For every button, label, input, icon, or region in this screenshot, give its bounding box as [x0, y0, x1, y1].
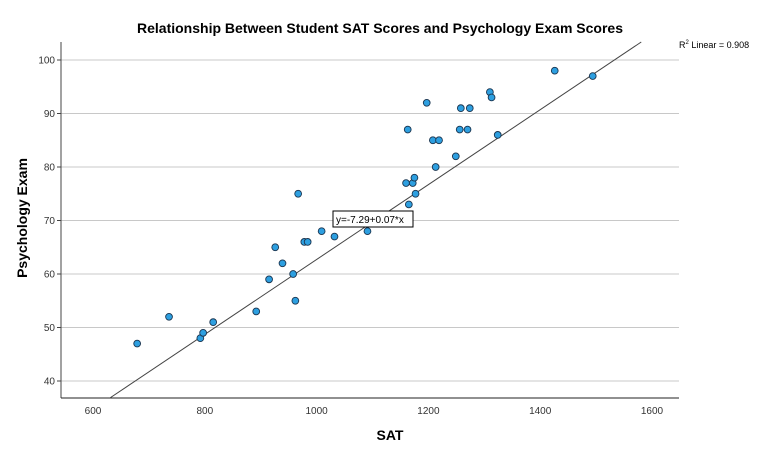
data-point — [294, 189, 303, 198]
y-tick-label: 50 — [44, 323, 56, 334]
r2-value: Linear = 0.908 — [691, 40, 750, 50]
data-point — [465, 104, 474, 113]
tick-labels: 40 50 60 70 80 90 100 600 800 1000 1200 1400 1600 — [38, 56, 663, 418]
data-point — [404, 200, 413, 209]
data-point — [403, 125, 412, 134]
x-tick-label: 600 — [85, 406, 102, 417]
data-point — [291, 296, 300, 305]
data-point — [165, 312, 173, 321]
data-point — [493, 131, 502, 139]
data-point — [278, 259, 287, 268]
gridlines — [61, 59, 679, 382]
data-point — [463, 125, 472, 134]
data-point — [330, 232, 339, 241]
data-point — [456, 104, 465, 113]
y-tick-label: 70 — [44, 216, 56, 227]
data-point — [133, 339, 142, 348]
data-point — [402, 179, 410, 187]
data-point — [451, 152, 460, 161]
y-tick-label: 80 — [44, 163, 56, 174]
equation-text: y=-7.29+0.07*x — [336, 215, 404, 226]
data-points — [133, 66, 597, 348]
data-point — [435, 136, 443, 145]
x-tick-label: 1600 — [641, 406, 664, 417]
equation-label: y=-7.29+0.07*x — [332, 210, 414, 228]
y-tick-label: 100 — [38, 56, 55, 67]
r2-superscript: 2 — [685, 40, 689, 46]
axes — [57, 42, 679, 399]
data-point — [422, 98, 431, 107]
y-tick-label: 90 — [44, 109, 56, 120]
x-tick-label: 1000 — [305, 406, 328, 417]
data-point — [317, 227, 326, 236]
data-point — [271, 243, 280, 252]
data-point — [303, 238, 312, 246]
data-point — [588, 72, 597, 80]
y-tick-label: 60 — [44, 270, 56, 281]
data-point — [209, 318, 218, 327]
x-tick-label: 1200 — [417, 406, 440, 417]
data-point — [265, 275, 273, 284]
data-point — [431, 163, 440, 171]
data-point — [411, 189, 420, 198]
equation-box — [332, 210, 414, 228]
data-point — [410, 173, 419, 182]
x-tick-label: 800 — [196, 406, 213, 417]
x-axis-title: SAT — [376, 427, 404, 443]
data-point — [199, 329, 207, 337]
data-point — [363, 227, 372, 236]
chart-title: Relationship Between Student SAT Scores … — [137, 20, 623, 36]
data-point — [550, 66, 559, 75]
data-point — [289, 270, 297, 278]
y-tick-label: 40 — [44, 377, 56, 388]
r-squared-label: R2 Linear = 0.908 — [679, 40, 749, 50]
x-tick-label: 1400 — [529, 406, 552, 417]
data-point — [252, 307, 261, 316]
r2-prefix: R — [679, 40, 686, 50]
data-point — [487, 93, 496, 102]
data-point — [455, 125, 464, 134]
